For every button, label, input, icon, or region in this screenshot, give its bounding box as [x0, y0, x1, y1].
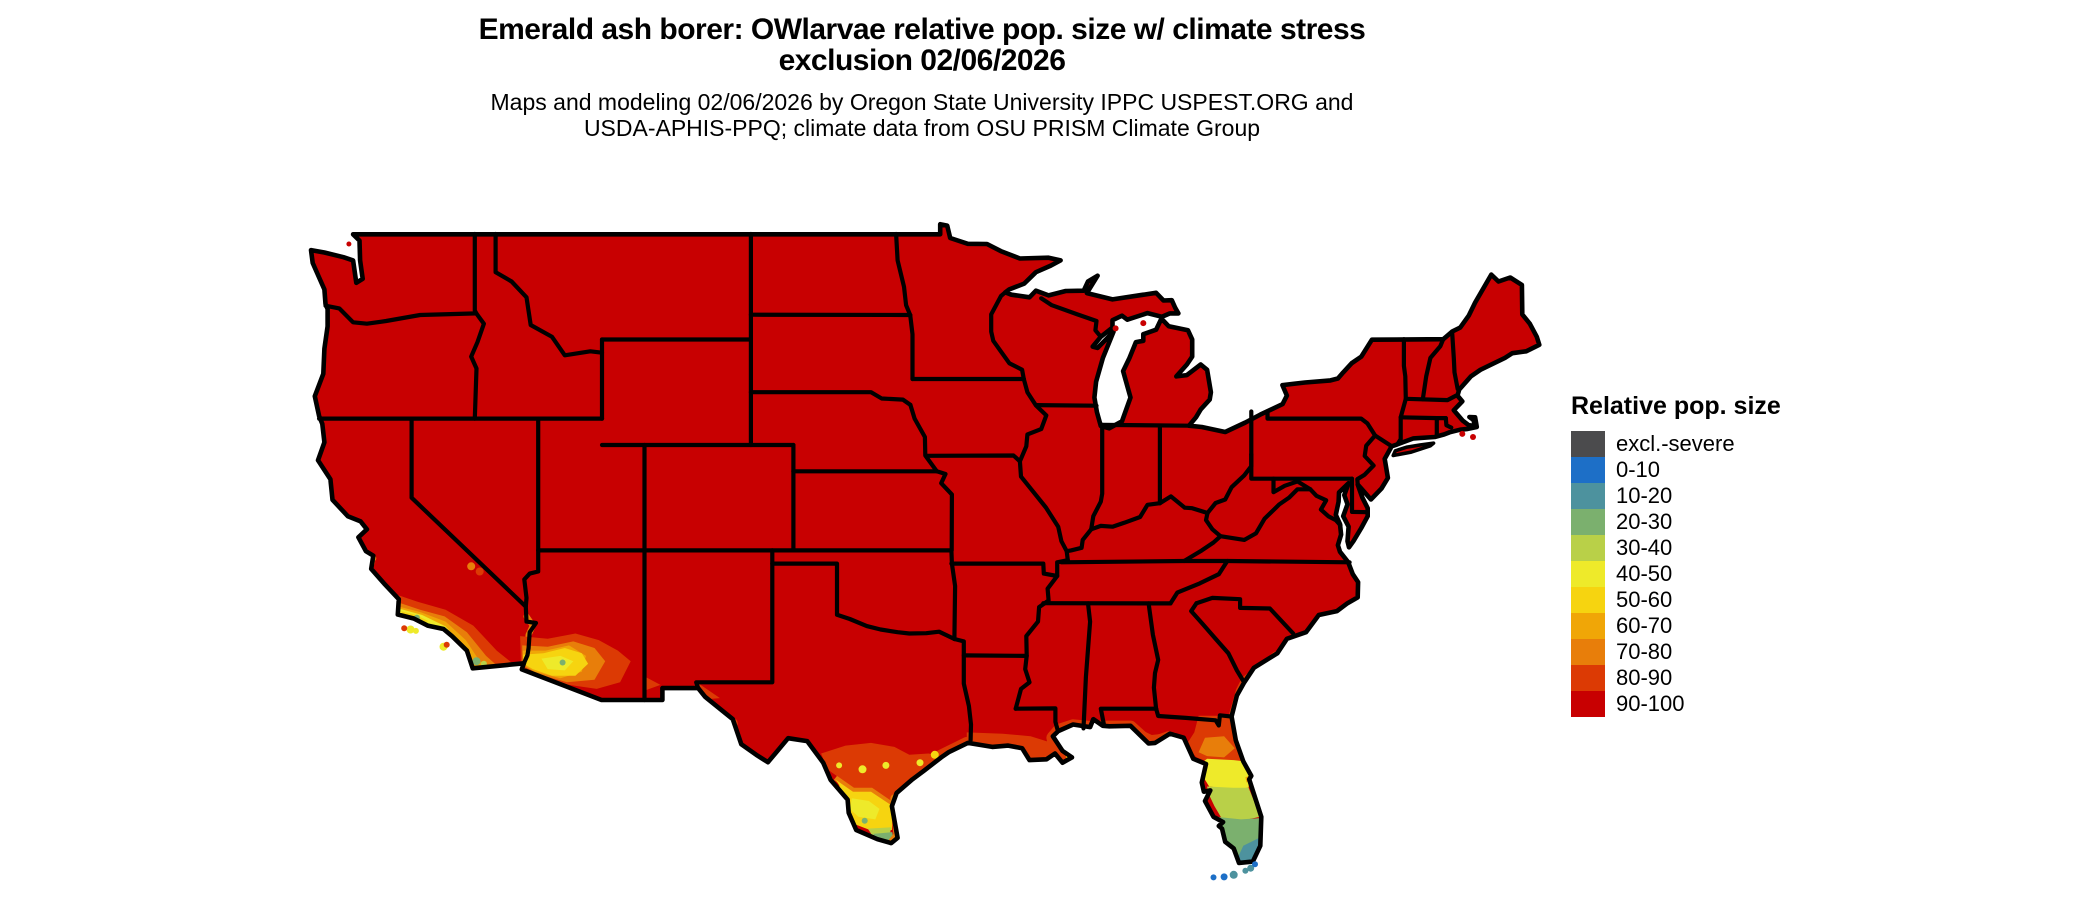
patch-dot-40-50	[859, 765, 867, 773]
legend-swatch	[1571, 639, 1605, 665]
island-dot-90-100	[1113, 325, 1119, 331]
legend-row: 30-40	[1571, 535, 1781, 561]
legend-label: 90-100	[1616, 691, 1685, 717]
legend-swatch	[1571, 431, 1605, 457]
legend-label: excl.-severe	[1616, 431, 1735, 457]
patch-dot-70-80	[467, 562, 475, 570]
patch-dot-40-50	[917, 759, 924, 766]
state-border-line	[910, 315, 912, 379]
legend-title: Relative pop. size	[1571, 392, 1781, 421]
island-dot-0-10	[1252, 861, 1258, 867]
island-dot-80-90	[444, 642, 450, 648]
legend-label: 0-10	[1616, 457, 1660, 483]
island-dot-90-100	[1459, 431, 1465, 437]
legend-swatch	[1571, 665, 1605, 691]
legend-swatch	[1571, 509, 1605, 535]
legend-row: 10-20	[1571, 483, 1781, 509]
legend-row: 80-90	[1571, 665, 1781, 691]
legend-swatch	[1571, 457, 1605, 483]
map-subtitle-line1: Maps and modeling 02/06/2026 by Oregon S…	[0, 89, 1844, 115]
legend-row: 20-30	[1571, 509, 1781, 535]
map-header: Emerald ash borer: OWlarvae relative pop…	[0, 14, 1844, 141]
map-subtitle-line2: USDA-APHIS-PPQ; climate data from OSU PR…	[0, 115, 1844, 141]
map-title-line1: Emerald ash borer: OWlarvae relative pop…	[0, 14, 1844, 45]
state-border-line	[964, 655, 1027, 656]
island-dot-90-100	[346, 242, 351, 247]
legend-row: 90-100	[1571, 691, 1781, 717]
island-dot-80-90	[401, 625, 407, 631]
legend-swatch	[1571, 561, 1605, 587]
map-title-line2: exclusion 02/06/2026	[0, 45, 1844, 76]
island-dot-40-50	[413, 628, 419, 634]
patch-dot-20-30	[560, 660, 566, 666]
island-dot-0-10	[1221, 873, 1228, 880]
legend-row: 40-50	[1571, 561, 1781, 587]
island-dot-10-20	[1242, 868, 1248, 874]
legend-label: 20-30	[1616, 509, 1672, 535]
legend-label: 60-70	[1616, 613, 1672, 639]
patch-dot-20-30	[862, 818, 868, 824]
legend-swatch	[1571, 535, 1605, 561]
patch-dot-40-50	[836, 762, 842, 768]
legend-label: 40-50	[1616, 561, 1672, 587]
island-dot-90-100	[1140, 320, 1146, 326]
patch-dot-80-90	[476, 568, 484, 576]
state-border-line	[1061, 561, 1349, 562]
map-subtitle: Maps and modeling 02/06/2026 by Oregon S…	[0, 89, 1844, 141]
state-border-line	[1401, 417, 1446, 418]
legend-label: 70-80	[1616, 639, 1672, 665]
legend-swatch	[1571, 691, 1605, 717]
legend-swatch	[1571, 483, 1605, 509]
legend-row: 70-80	[1571, 639, 1781, 665]
patch-dot-40-50	[882, 762, 889, 769]
legend-label: 80-90	[1616, 665, 1672, 691]
legend-row: excl.-severe	[1571, 431, 1781, 457]
legend-row: 50-60	[1571, 587, 1781, 613]
island-dot-90-100	[1470, 434, 1476, 440]
island-dot-10-20	[1230, 871, 1238, 879]
legend-swatch	[1571, 587, 1605, 613]
state-border-line	[1036, 405, 1096, 406]
island-dot-0-10	[1211, 874, 1217, 880]
legend-label: 50-60	[1616, 587, 1672, 613]
map-title: Emerald ash borer: OWlarvae relative pop…	[0, 14, 1844, 76]
legend-row: 60-70	[1571, 613, 1781, 639]
legend-label: 30-40	[1616, 535, 1672, 561]
legend-label: 10-20	[1616, 483, 1672, 509]
legend-row: 0-10	[1571, 457, 1781, 483]
legend-swatch	[1571, 613, 1605, 639]
